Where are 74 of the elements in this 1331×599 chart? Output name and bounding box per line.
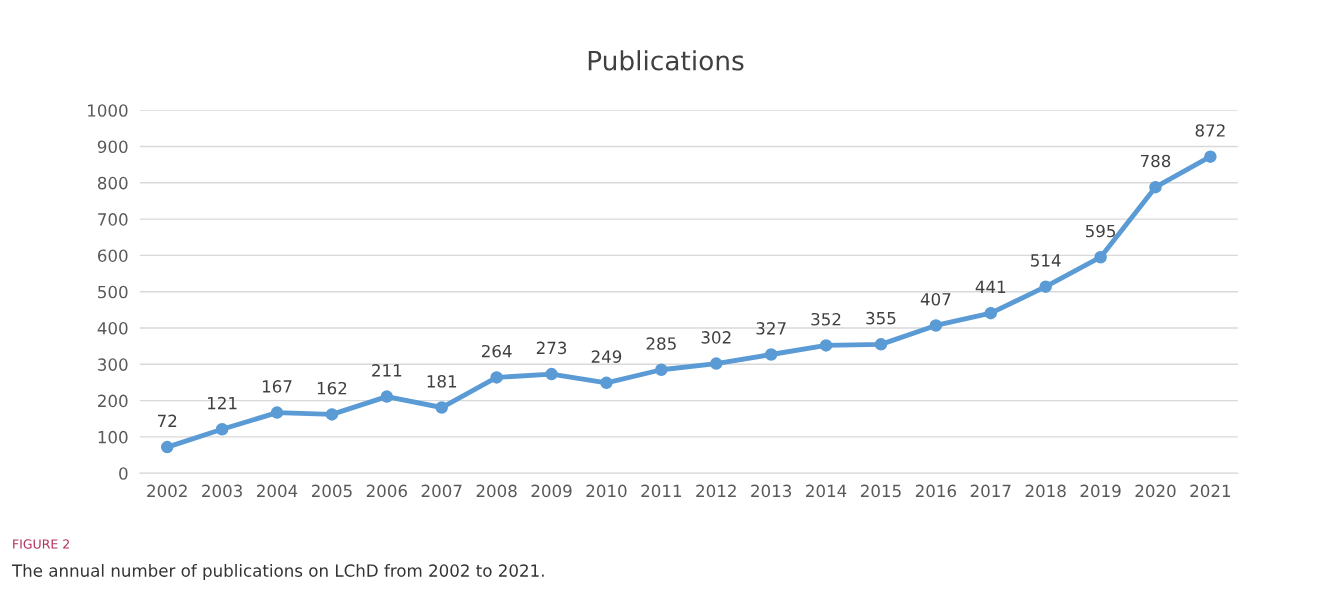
x-tick-label: 2003: [202, 484, 242, 498]
x-tick-label: 2021: [1190, 484, 1231, 498]
point: [545, 367, 558, 381]
y-tick-label: 200: [98, 394, 128, 408]
data-label: 181: [427, 375, 457, 388]
data-label: 355: [866, 311, 896, 325]
point: [764, 348, 778, 361]
point: [874, 338, 888, 351]
point: [380, 390, 394, 403]
point: [270, 406, 284, 419]
y-tick-label: 600: [98, 249, 128, 262]
point: [490, 371, 503, 384]
data-label: 285: [646, 337, 676, 350]
point: [1149, 180, 1162, 194]
y-tick-label: 1000: [88, 104, 128, 117]
x-tick-label: 2014: [806, 484, 847, 498]
data-label: 352: [811, 312, 841, 326]
point: [984, 306, 998, 320]
x-tick-label: 2009: [531, 484, 572, 498]
point: [600, 376, 613, 390]
y-tick-label: 0: [119, 467, 128, 480]
data-label: 327: [756, 322, 786, 335]
data-label: 162: [317, 381, 347, 395]
x-tick-label: 2011: [641, 484, 682, 498]
caption: FIGURE 2: [13, 539, 69, 549]
point: [709, 357, 723, 370]
chart-title: Publications: [588, 50, 744, 71]
x-tick-label: 2002: [147, 484, 187, 498]
data-label: 407: [920, 292, 951, 306]
x-tick-label: 2005: [311, 484, 352, 498]
x-tick-label: 2004: [257, 484, 298, 498]
data-label: 249: [591, 350, 622, 363]
data-label: 788: [1140, 154, 1171, 168]
y-tick-label: 300: [98, 358, 128, 371]
point: [1094, 250, 1107, 264]
y-tick-label: 700: [98, 213, 128, 226]
point: [435, 401, 448, 414]
x-tick-label: 2018: [1025, 484, 1066, 498]
x-tick-label: 2019: [1080, 484, 1121, 498]
data-label: 121: [208, 396, 237, 410]
point: [655, 363, 668, 377]
y-tick-label: 900: [97, 140, 128, 154]
x-tick-label: 2016: [915, 484, 957, 498]
point: [819, 339, 833, 352]
x-tick-label: 2017: [970, 484, 1011, 498]
y-tick-label: 400: [97, 321, 128, 335]
point: [215, 423, 229, 436]
y-tick-label: 100: [98, 430, 128, 444]
x-tick-label: 2008: [476, 484, 517, 498]
point: [1204, 150, 1217, 163]
x-tick-label: 2020: [1135, 484, 1176, 498]
text: The annual number of publications on LChD from 2002 to 2021.: [11, 563, 544, 581]
point: [160, 440, 174, 454]
data-label: 595: [1085, 224, 1116, 238]
x-tick-label: 2006: [366, 484, 407, 498]
x-tick-label: 2015: [860, 484, 901, 498]
data-label: 514: [1031, 254, 1061, 267]
data-label: 264: [481, 344, 512, 358]
x-tick-label: 2013: [751, 484, 792, 498]
point: [929, 319, 943, 332]
data-label: 872: [1195, 124, 1225, 137]
y-tick-label: 500: [98, 285, 128, 299]
data-label: 273: [536, 341, 567, 355]
data-label: 211: [372, 364, 402, 377]
x-tick-label: 2010: [586, 484, 627, 498]
x-tick-label: 2012: [696, 484, 736, 498]
x-tick-label: 2007: [421, 484, 462, 498]
point: [325, 408, 339, 421]
data-label: 441: [975, 280, 1006, 293]
y-tick-label: 800: [97, 176, 128, 190]
data-label: 167: [262, 380, 292, 393]
point: [1039, 280, 1052, 293]
data-label: 72: [157, 414, 177, 427]
data-label: 302: [701, 331, 731, 344]
